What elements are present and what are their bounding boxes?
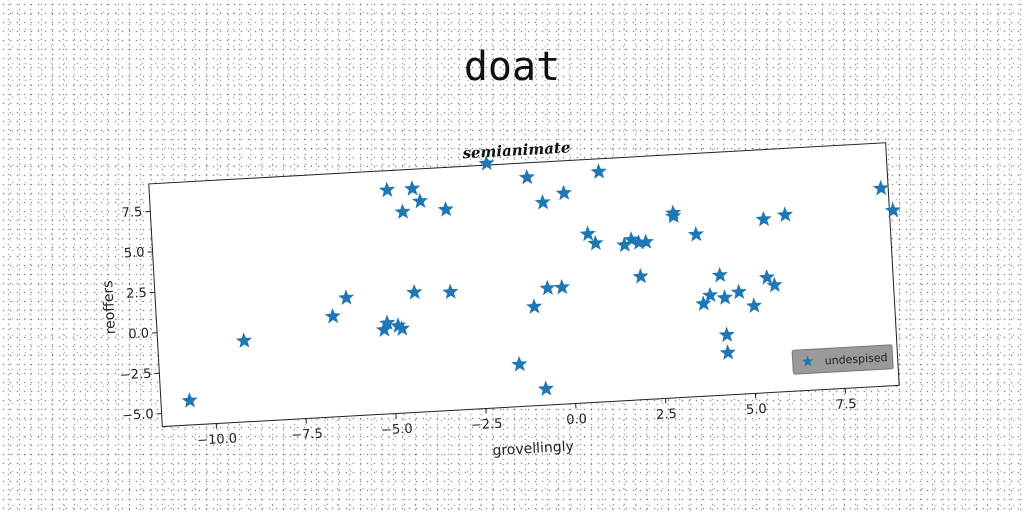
y-tick-label: −5.0 [122,407,154,424]
data-point-star [379,314,396,331]
x-tick-label: 5.0 [746,402,767,418]
data-point-star [616,236,633,253]
page-title: doat [463,44,561,90]
data-point-star [181,392,198,408]
y-tick-label: 7.5 [121,205,142,221]
data-point-star [442,283,459,300]
data-point-star [687,225,704,242]
x-tick-label: −2.5 [471,417,503,434]
data-point-star [766,276,783,293]
legend-star-icon [801,355,814,367]
data-point-star [553,278,570,295]
data-point-star [555,184,572,201]
x-tick-label: 7.5 [835,397,856,413]
data-point-star [730,283,747,300]
y-tick-label: 0.0 [128,326,149,342]
y-tick-label: −2.5 [119,367,151,384]
data-point-star [537,380,554,397]
data-point-star [745,297,763,314]
data-point-star [637,233,654,250]
y-axis-label: reoffers [100,280,119,335]
data-point-star [511,355,528,372]
data-point-star [393,320,410,336]
chart-subtitle: semianimate [462,138,571,162]
data-point-star [534,194,551,210]
x-tick-label: −7.5 [291,427,323,444]
plot-area [148,142,900,428]
data-point-star [884,202,901,218]
data-point-star [539,279,556,296]
legend-box [791,344,894,375]
data-point-star [518,168,535,185]
data-point-star [411,192,429,209]
x-tick-label: −10.0 [197,431,238,448]
data-point-star [872,179,889,196]
y-tick-label: 2.5 [126,286,147,302]
x-tick-label: 0.0 [566,412,587,428]
data-point-star [632,268,649,284]
data-point-star [437,201,454,217]
data-point-star [590,163,607,179]
data-point-star [776,206,794,223]
data-point-star [702,286,719,303]
data-point-star [406,283,423,300]
data-point-star [338,289,355,305]
data-point-star [587,234,604,251]
legend-label: undespised [824,351,888,367]
data-point-star [758,269,775,285]
x-axis-ticks: −10.0 −7.5 −5.0 −2.5 0.0 2.5 5.0 7.5 [197,388,857,449]
data-point-star [716,289,733,305]
x-tick-label: 2.5 [656,407,677,423]
data-point-star [526,298,543,314]
data-point-star [665,207,682,224]
x-axis-label: grovellingly [492,439,574,460]
data-point-star [755,210,772,227]
data-point-star [579,225,596,242]
data-point-star [711,266,728,283]
data-point-star [235,332,252,349]
legend: undespised [791,344,894,375]
data-points [181,154,901,408]
data-point-star [404,180,421,196]
data-point-star [324,307,341,324]
x-tick-label: −5.0 [381,422,413,439]
data-point-star [719,344,736,360]
data-point-star [394,203,411,220]
data-point-star [378,181,396,198]
y-tick-label: 5.0 [124,245,145,261]
y-axis-ticks: −5.0 −2.5 0.0 2.5 5.0 7.5 [119,205,162,424]
data-point-star [478,154,495,171]
data-point-star [718,326,735,343]
data-point-star [695,295,712,311]
